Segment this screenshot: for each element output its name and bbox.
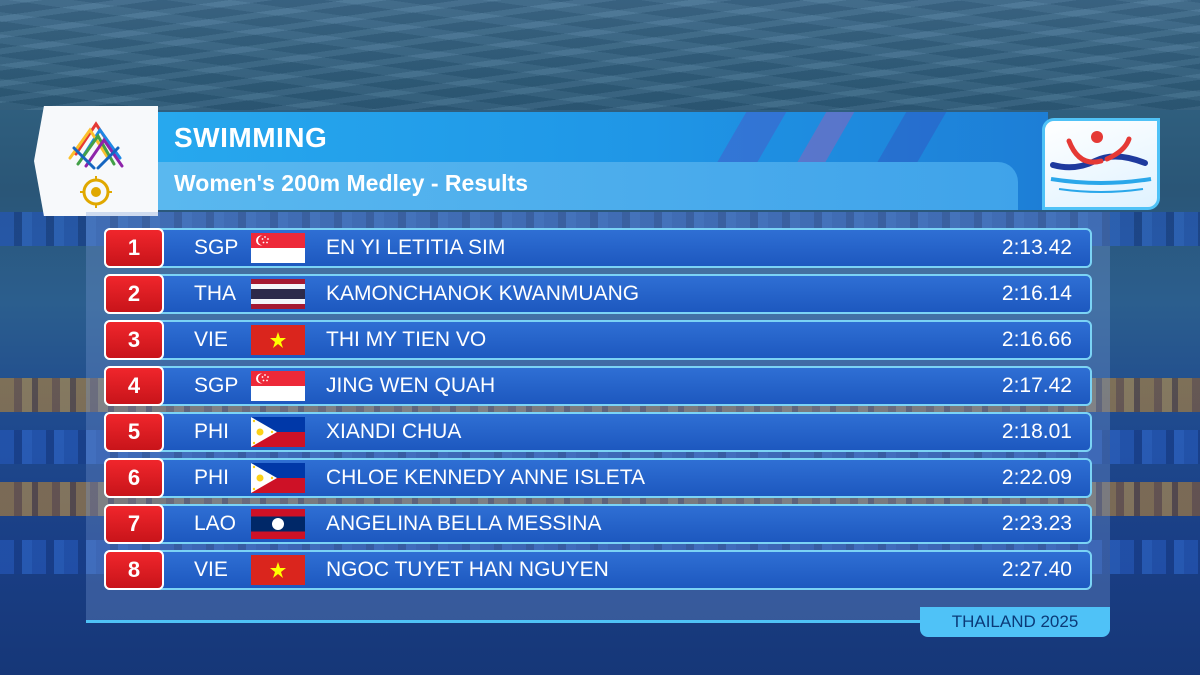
- rank-badge: 5: [104, 412, 164, 452]
- result-row: 3 VIE THI MY TIEN VO 2:16.66: [104, 320, 1092, 360]
- philippines-flag: [251, 417, 305, 447]
- athlete-name: XIANDI CHUA: [326, 420, 462, 443]
- country-code: LAO: [194, 512, 237, 535]
- country-code: PHI: [194, 420, 230, 443]
- result-row: 1 SGP EN YI LETITIA SIM 2:13.42: [104, 228, 1092, 268]
- finish-time: 2:27.40: [1001, 558, 1072, 581]
- laos-flag: [251, 509, 305, 539]
- rank-badge: 8: [104, 550, 164, 590]
- finish-time: 2:17.42: [1001, 374, 1072, 397]
- finish-time: 2:22.09: [1001, 466, 1072, 489]
- country-code: SGP: [194, 374, 239, 397]
- vietnam-flag: [251, 325, 305, 355]
- rank-badge: 7: [104, 504, 164, 544]
- finish-time: 2:16.14: [1001, 282, 1072, 305]
- finish-time: 2:13.42: [1001, 236, 1072, 259]
- athlete-name: ANGELINA BELLA MESSINA: [326, 512, 602, 535]
- finish-time: 2:16.66: [1001, 328, 1072, 351]
- rank-badge: 4: [104, 366, 164, 406]
- result-row: 5 PHI XIANDI CHUA 2:18.01: [104, 412, 1092, 452]
- country-code: THA: [194, 282, 236, 305]
- singapore-flag: [251, 371, 305, 401]
- panel-bottom-line: [86, 620, 926, 623]
- result-row: 6 PHI CHLOE KENNEDY ANNE ISLETA 2:22.09: [104, 458, 1092, 498]
- results-header: SWIMMING Women's 200m Medley - Results: [158, 112, 1048, 210]
- singapore-flag: [251, 233, 305, 263]
- pool-water-surface: [0, 0, 1200, 110]
- athlete-name: CHLOE KENNEDY ANNE ISLETA: [326, 466, 645, 489]
- event-subtitle: Women's 200m Medley - Results: [174, 170, 528, 196]
- rank-badge: 6: [104, 458, 164, 498]
- result-row: 2 THA KAMONCHANOK KWANMUANG 2:16.14: [104, 274, 1092, 314]
- country-code: VIE: [194, 328, 228, 351]
- sport-title: SWIMMING: [174, 122, 328, 153]
- sea-games-federation-logo: [34, 106, 158, 216]
- country-code: SGP: [194, 236, 239, 259]
- athlete-name: JING WEN QUAH: [326, 374, 496, 397]
- result-row: 7 LAO ANGELINA BELLA MESSINA 2:23.23: [104, 504, 1092, 544]
- athlete-name: KAMONCHANOK KWANMUANG: [326, 282, 640, 305]
- header-subtitle-band: [158, 162, 1018, 210]
- host-label: THAILAND 2025: [920, 607, 1110, 637]
- vietnam-flag: [251, 555, 305, 585]
- rank-badge: 1: [104, 228, 164, 268]
- rank-badge: 2: [104, 274, 164, 314]
- result-row: 4 SGP JING WEN QUAH 2:17.42: [104, 366, 1092, 406]
- philippines-flag: [251, 463, 305, 493]
- thailand-2025-games-logo: [1042, 118, 1160, 210]
- athlete-name: EN YI LETITIA SIM: [326, 236, 506, 259]
- thailand-flag: [251, 279, 305, 309]
- result-row: 8 VIE NGOC TUYET HAN NGUYEN 2:27.40: [104, 550, 1092, 590]
- athlete-name: THI MY TIEN VO: [326, 328, 487, 351]
- rank-badge: 3: [104, 320, 164, 360]
- athlete-name: NGOC TUYET HAN NGUYEN: [326, 558, 609, 581]
- country-code: PHI: [194, 466, 230, 489]
- country-code: VIE: [194, 558, 228, 581]
- finish-time: 2:18.01: [1001, 420, 1072, 443]
- finish-time: 2:23.23: [1001, 512, 1072, 535]
